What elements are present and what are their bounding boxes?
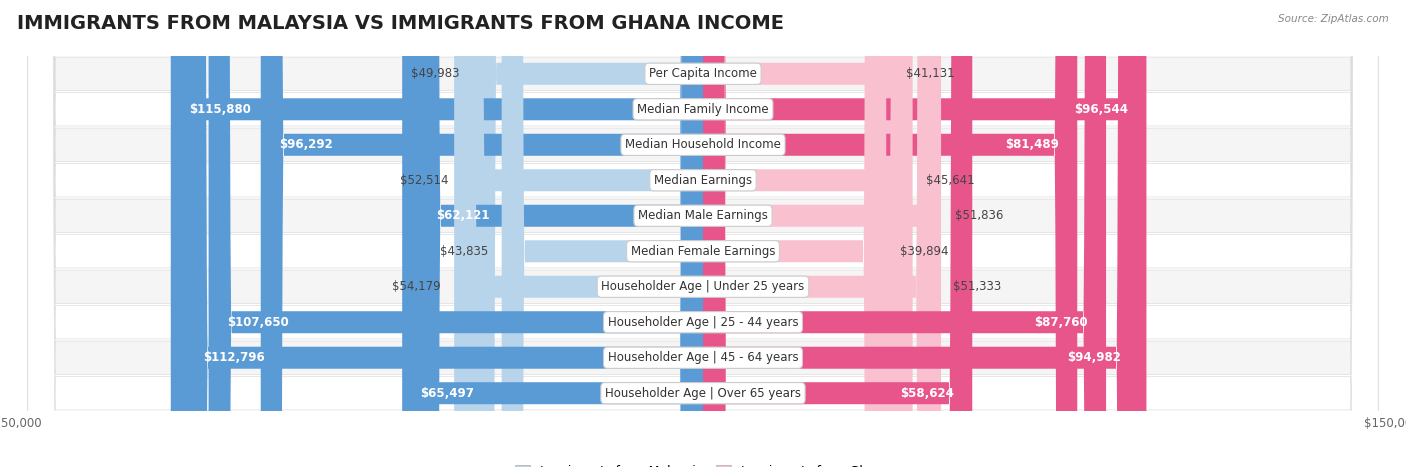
Text: $81,489: $81,489 bbox=[1005, 138, 1059, 151]
FancyBboxPatch shape bbox=[703, 0, 1139, 467]
FancyBboxPatch shape bbox=[28, 0, 1378, 467]
Text: $49,983: $49,983 bbox=[411, 67, 460, 80]
Text: $52,514: $52,514 bbox=[399, 174, 449, 187]
Text: $39,894: $39,894 bbox=[900, 245, 949, 258]
Text: $62,121: $62,121 bbox=[436, 209, 489, 222]
FancyBboxPatch shape bbox=[703, 0, 891, 467]
FancyBboxPatch shape bbox=[703, 0, 886, 467]
FancyBboxPatch shape bbox=[28, 0, 1378, 467]
Text: Householder Age | 25 - 44 years: Householder Age | 25 - 44 years bbox=[607, 316, 799, 329]
FancyBboxPatch shape bbox=[28, 0, 1378, 467]
FancyBboxPatch shape bbox=[703, 0, 941, 467]
FancyBboxPatch shape bbox=[418, 0, 703, 467]
Legend: Immigrants from Malaysia, Immigrants from Ghana: Immigrants from Malaysia, Immigrants fro… bbox=[510, 460, 896, 467]
Text: $96,544: $96,544 bbox=[1074, 103, 1128, 116]
Text: Median Male Earnings: Median Male Earnings bbox=[638, 209, 768, 222]
Text: Source: ZipAtlas.com: Source: ZipAtlas.com bbox=[1278, 14, 1389, 24]
Text: Householder Age | 45 - 64 years: Householder Age | 45 - 64 years bbox=[607, 351, 799, 364]
Text: $94,982: $94,982 bbox=[1067, 351, 1121, 364]
Text: $65,497: $65,497 bbox=[420, 387, 474, 400]
FancyBboxPatch shape bbox=[170, 0, 703, 467]
FancyBboxPatch shape bbox=[703, 0, 1107, 467]
Text: $51,333: $51,333 bbox=[952, 280, 1001, 293]
Text: $54,179: $54,179 bbox=[392, 280, 440, 293]
FancyBboxPatch shape bbox=[454, 0, 703, 467]
Text: $112,796: $112,796 bbox=[204, 351, 266, 364]
Text: Median Household Income: Median Household Income bbox=[626, 138, 780, 151]
Text: Median Family Income: Median Family Income bbox=[637, 103, 769, 116]
FancyBboxPatch shape bbox=[703, 0, 939, 467]
FancyBboxPatch shape bbox=[186, 0, 703, 467]
Text: $87,760: $87,760 bbox=[1033, 316, 1088, 329]
FancyBboxPatch shape bbox=[28, 0, 1378, 467]
FancyBboxPatch shape bbox=[28, 0, 1378, 467]
FancyBboxPatch shape bbox=[28, 0, 1378, 467]
FancyBboxPatch shape bbox=[703, 0, 912, 467]
Text: $58,624: $58,624 bbox=[900, 387, 953, 400]
FancyBboxPatch shape bbox=[208, 0, 703, 467]
FancyBboxPatch shape bbox=[461, 0, 703, 467]
Text: $45,641: $45,641 bbox=[927, 174, 974, 187]
FancyBboxPatch shape bbox=[28, 0, 1378, 467]
FancyBboxPatch shape bbox=[260, 0, 703, 467]
Text: $43,835: $43,835 bbox=[440, 245, 488, 258]
Text: Householder Age | Under 25 years: Householder Age | Under 25 years bbox=[602, 280, 804, 293]
FancyBboxPatch shape bbox=[474, 0, 703, 467]
FancyBboxPatch shape bbox=[703, 0, 1146, 467]
FancyBboxPatch shape bbox=[703, 0, 1077, 467]
Text: $96,292: $96,292 bbox=[280, 138, 333, 151]
FancyBboxPatch shape bbox=[28, 0, 1378, 467]
Text: Median Earnings: Median Earnings bbox=[654, 174, 752, 187]
FancyBboxPatch shape bbox=[28, 0, 1378, 467]
Text: $107,650: $107,650 bbox=[226, 316, 288, 329]
Text: $41,131: $41,131 bbox=[905, 67, 955, 80]
Text: $51,836: $51,836 bbox=[955, 209, 1004, 222]
FancyBboxPatch shape bbox=[402, 0, 703, 467]
FancyBboxPatch shape bbox=[28, 0, 1378, 467]
Text: IMMIGRANTS FROM MALAYSIA VS IMMIGRANTS FROM GHANA INCOME: IMMIGRANTS FROM MALAYSIA VS IMMIGRANTS F… bbox=[17, 14, 785, 33]
FancyBboxPatch shape bbox=[502, 0, 703, 467]
Text: $115,880: $115,880 bbox=[190, 103, 252, 116]
Text: Householder Age | Over 65 years: Householder Age | Over 65 years bbox=[605, 387, 801, 400]
FancyBboxPatch shape bbox=[703, 0, 973, 467]
Text: Per Capita Income: Per Capita Income bbox=[650, 67, 756, 80]
Text: Median Female Earnings: Median Female Earnings bbox=[631, 245, 775, 258]
